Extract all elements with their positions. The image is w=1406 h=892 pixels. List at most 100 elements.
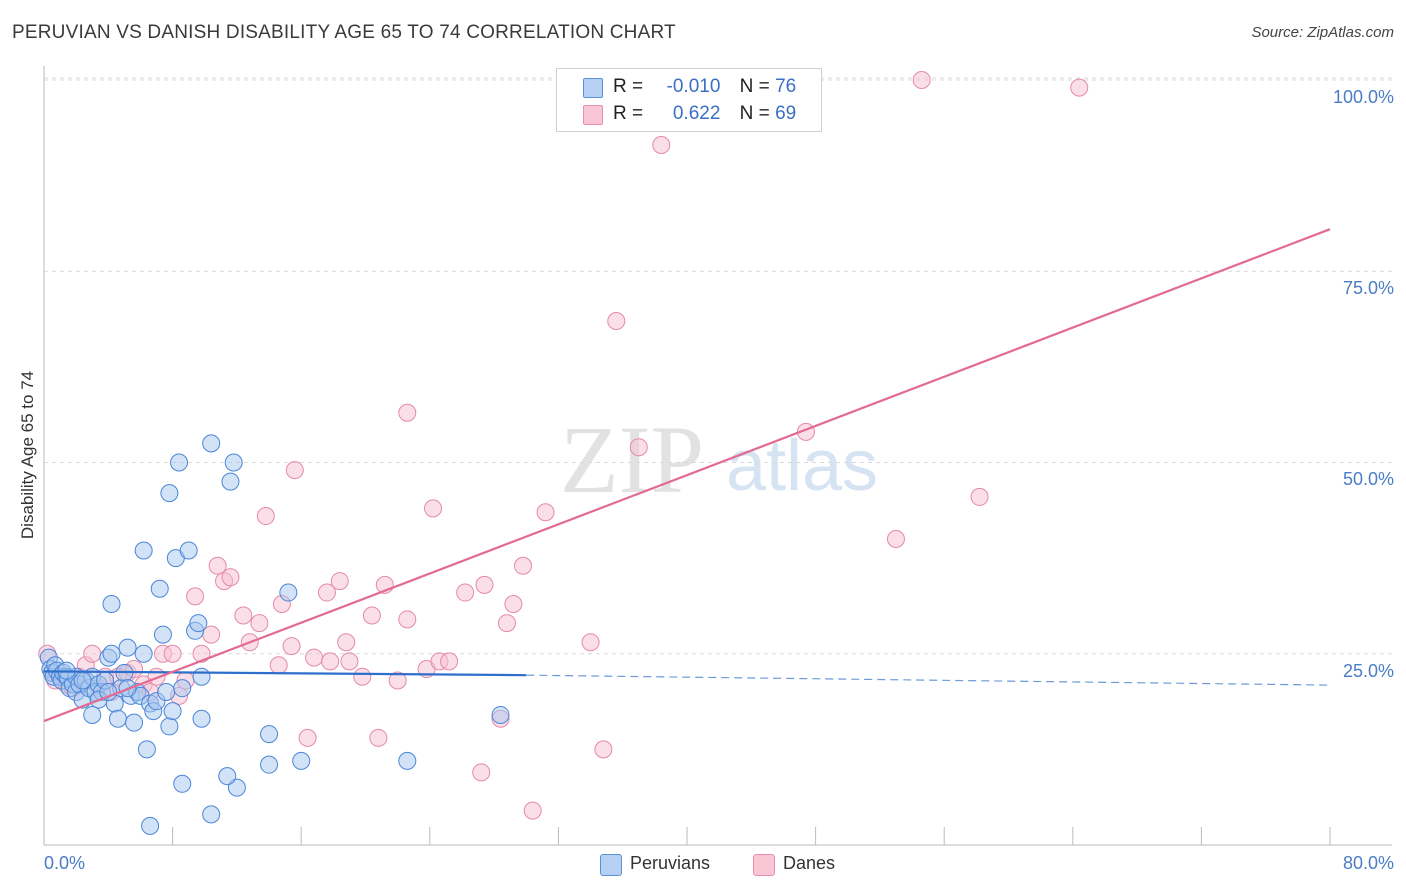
- legend-swatch-danes: [583, 105, 603, 125]
- danes-label: Danes: [783, 853, 836, 873]
- peruvians-point: [153, 625, 172, 644]
- danes-point: [362, 606, 381, 625]
- peruvians-point: [398, 751, 417, 770]
- peruvians-point: [260, 755, 279, 774]
- danes-point: [317, 583, 336, 602]
- watermark: ZIP atlas: [560, 406, 878, 513]
- danes-swatch: [753, 854, 775, 876]
- peruvians-point: [173, 774, 192, 793]
- legend-swatch-peruvians: [583, 78, 603, 98]
- danes-point: [504, 595, 523, 614]
- legend-r-label: R =: [613, 103, 644, 124]
- danes-point: [581, 633, 600, 652]
- peruvians-point: [141, 816, 160, 835]
- peruvians-point: [160, 717, 179, 736]
- danes-point: [186, 587, 205, 606]
- peruvians-swatch: [600, 854, 622, 876]
- peruvians-point: [491, 705, 510, 724]
- y-tick-50: 50.0%: [1342, 469, 1394, 489]
- danes-point: [321, 652, 340, 671]
- source-label: Source: ZipAtlas.com: [1251, 24, 1394, 41]
- danes-point: [1070, 78, 1089, 97]
- danes-point: [282, 637, 301, 656]
- peruvians-point: [202, 434, 221, 453]
- peruvians-series: [39, 434, 510, 835]
- peruvians-point: [137, 740, 156, 759]
- peruvians-point: [227, 778, 246, 797]
- trendlines: [43, 228, 1331, 723]
- peruvians-point: [160, 484, 179, 503]
- legend-r-label: R =: [613, 76, 644, 97]
- danes-point: [594, 740, 613, 759]
- danes-point: [629, 438, 648, 457]
- danes-point: [514, 556, 533, 575]
- danes-point: [369, 728, 388, 747]
- legend-n-value-peruvians: 76: [775, 76, 797, 97]
- peruvians-point: [179, 541, 198, 560]
- y-tick-100: 100.0%: [1332, 87, 1394, 107]
- danes-point: [340, 652, 359, 671]
- y-tick-75: 75.0%: [1342, 278, 1394, 298]
- peruvians-point: [279, 583, 298, 602]
- danes-point: [398, 610, 417, 629]
- peruvians-point: [102, 595, 121, 614]
- peruvians-point: [192, 667, 211, 686]
- peruvians-trendline-extension: [526, 674, 1331, 686]
- danes-point: [221, 568, 240, 587]
- peruvians-point: [73, 671, 92, 690]
- danes-point: [337, 633, 356, 652]
- peruvians-point: [260, 725, 279, 744]
- danes-point: [269, 656, 288, 675]
- danes-point: [256, 507, 275, 526]
- danes-trendline: [43, 228, 1331, 723]
- grid: [44, 77, 1392, 655]
- danes-point: [456, 583, 475, 602]
- peruvians-point: [118, 638, 137, 657]
- peruvians-point: [102, 644, 121, 663]
- danes-point: [536, 503, 555, 522]
- legend-n-label: N =: [739, 76, 770, 97]
- danes-point: [192, 644, 211, 663]
- danes-point: [163, 644, 182, 663]
- peruvians-point: [218, 767, 237, 786]
- x-tick-80: 80.0%: [1342, 853, 1394, 873]
- peruvians-point: [134, 644, 153, 663]
- danes-point: [523, 801, 542, 820]
- danes-point: [472, 763, 491, 782]
- danes-point: [475, 575, 494, 594]
- danes-point: [440, 652, 459, 671]
- peruvians-point: [163, 702, 182, 721]
- danes-point: [398, 403, 417, 422]
- y-tick-25: 25.0%: [1342, 661, 1394, 681]
- peruvians-point: [83, 705, 102, 724]
- peruvians-point: [221, 472, 240, 491]
- legend-r-value-danes: 0.622: [672, 103, 721, 124]
- chart-title: PERUVIAN VS DANISH DISABILITY AGE 65 TO …: [12, 22, 676, 43]
- danes-point: [330, 572, 349, 591]
- peruvians-point: [202, 805, 221, 824]
- danes-point: [424, 499, 443, 518]
- danes-point: [497, 614, 516, 633]
- x-tick-0: 0.0%: [44, 853, 86, 873]
- peruvians-point: [150, 579, 169, 598]
- peruvians-point: [292, 751, 311, 770]
- legend-r-value-peruvians: -0.010: [666, 76, 721, 97]
- axes: [43, 66, 1392, 846]
- peruvians-point: [170, 453, 189, 472]
- danes-point: [305, 648, 324, 667]
- danes-point: [285, 461, 304, 480]
- legend-n-value-danes: 69: [775, 103, 797, 124]
- legend-n-label: N =: [739, 103, 770, 124]
- peruvians-point: [157, 683, 176, 701]
- peruvians-trendline: [43, 670, 527, 677]
- peruvians-point: [108, 709, 127, 728]
- danes-point: [970, 487, 989, 506]
- correlation-legend: R = -0.010 N = 76 R = 0.622 N = 69: [556, 68, 822, 132]
- danes-point: [298, 728, 317, 747]
- danes-point: [912, 71, 931, 89]
- peruvians-point: [99, 683, 118, 701]
- danes-point: [607, 311, 626, 330]
- danes-point: [234, 606, 253, 625]
- peruvians-point: [189, 614, 208, 633]
